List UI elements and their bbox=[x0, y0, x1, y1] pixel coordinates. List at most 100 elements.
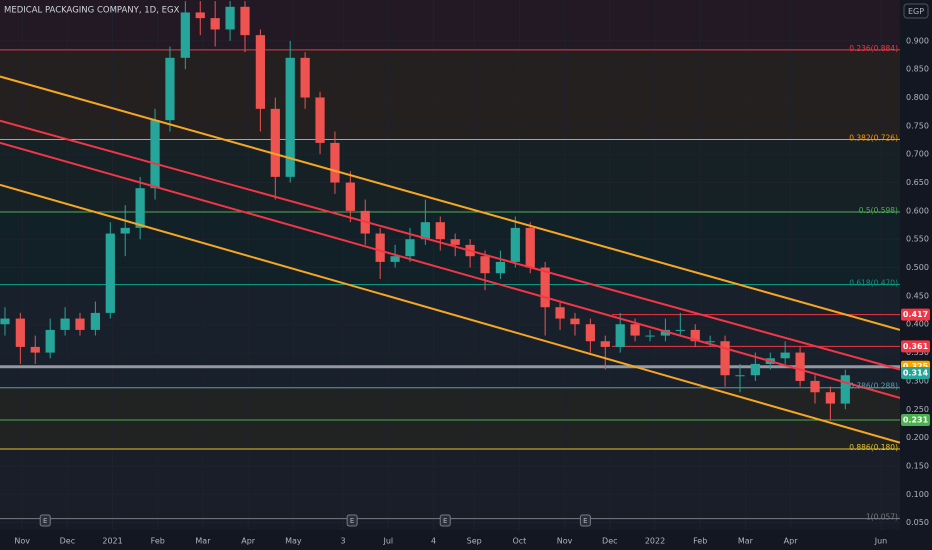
x-tick-label: Sep bbox=[467, 537, 482, 546]
fib-label: 0.886(0.180) bbox=[849, 443, 898, 452]
price-axis-bg bbox=[900, 0, 932, 550]
y-tick-label: 0.100 bbox=[906, 490, 929, 499]
y-tick-label: 0.350 bbox=[906, 348, 929, 357]
price-badge bbox=[901, 308, 930, 321]
y-tick-label: 0.900 bbox=[906, 36, 929, 45]
y-tick-label: 0.300 bbox=[906, 376, 929, 385]
candle-body bbox=[525, 227, 535, 268]
candle-body bbox=[195, 12, 205, 19]
candle-body bbox=[600, 341, 610, 347]
candles bbox=[0, 1, 850, 421]
candle-body bbox=[165, 57, 175, 121]
trendline bbox=[0, 141, 900, 399]
fib-band bbox=[0, 49, 900, 140]
candle-body bbox=[0, 318, 10, 325]
axes: 0.050 0.100 0.150 0.200 0.250 0.300 0.350 0.400… bbox=[14, 36, 930, 546]
fib-label: 1(0.057) bbox=[866, 513, 898, 522]
x-tick-label: Oct bbox=[512, 537, 526, 546]
y-tick-label: 0.550 bbox=[906, 235, 929, 244]
candle-body bbox=[180, 12, 190, 58]
candle-body bbox=[255, 35, 265, 109]
x-tick-label: Dec bbox=[60, 537, 75, 546]
price-badge-label: 0.231 bbox=[903, 416, 929, 425]
trendline bbox=[0, 119, 900, 371]
candle-body bbox=[705, 341, 715, 343]
price-badge-label: 0.417 bbox=[903, 310, 928, 319]
candle-body bbox=[225, 6, 235, 30]
fib-label: 0.382(0.726) bbox=[849, 133, 898, 142]
candle-body bbox=[330, 142, 340, 183]
trendline bbox=[0, 183, 900, 444]
candle-body bbox=[60, 318, 70, 330]
candle-body bbox=[735, 375, 745, 377]
candle-body bbox=[270, 108, 280, 177]
price-badge bbox=[901, 414, 930, 427]
candle-body bbox=[630, 324, 640, 336]
candle-body bbox=[120, 227, 130, 234]
candle-body bbox=[315, 97, 325, 143]
candle-body bbox=[780, 352, 790, 359]
candle-body bbox=[75, 318, 85, 330]
earnings-label: E bbox=[350, 517, 354, 525]
earnings-label: E bbox=[443, 517, 447, 525]
candle-body bbox=[675, 329, 685, 331]
y-tick-label: 0.800 bbox=[906, 93, 929, 102]
trendline bbox=[0, 75, 900, 331]
x-tick-label: Dec bbox=[602, 537, 617, 546]
candle-body bbox=[300, 57, 310, 98]
y-tick-label: 0.500 bbox=[906, 263, 929, 272]
candle-body bbox=[375, 233, 385, 262]
candle-body bbox=[405, 239, 415, 257]
candle-body bbox=[840, 375, 850, 404]
fib-band bbox=[0, 0, 900, 50]
candle-body bbox=[585, 324, 595, 342]
candle-body bbox=[495, 261, 506, 274]
y-tick-label: 0.850 bbox=[906, 65, 929, 74]
candle-body bbox=[435, 222, 445, 240]
x-tick-label: Jun bbox=[874, 537, 888, 546]
fib-label: 0.786(0.288) bbox=[849, 382, 898, 391]
fib-label: 0.618(0.470) bbox=[849, 279, 898, 288]
fib-band bbox=[0, 387, 900, 449]
y-tick-label: 0.450 bbox=[906, 291, 929, 300]
earnings-marker bbox=[439, 514, 451, 527]
earnings-marker bbox=[579, 514, 591, 527]
trendlines bbox=[0, 75, 900, 444]
currency-box[interactable] bbox=[903, 3, 929, 19]
y-tick-label: 0.400 bbox=[906, 320, 929, 329]
earnings-label: E bbox=[43, 517, 47, 525]
currency[interactable]: EGP bbox=[908, 7, 924, 16]
x-tick-label: 3 bbox=[341, 537, 346, 546]
fib-band bbox=[0, 212, 900, 285]
x-tick-label: Mar bbox=[195, 537, 211, 546]
y-tick-label: 0.650 bbox=[906, 178, 929, 187]
x-tick-label: 4 bbox=[431, 537, 436, 546]
y-tick-label: 0.600 bbox=[906, 206, 929, 215]
y-tick-label: 0.150 bbox=[906, 461, 929, 470]
candle-body bbox=[240, 6, 250, 36]
price-badge-label: 0.314 bbox=[903, 368, 929, 377]
price-badge-label: 0.325 bbox=[903, 362, 929, 371]
candle-body bbox=[510, 227, 520, 262]
x-tick-label: Nov bbox=[557, 537, 573, 546]
candle-body bbox=[210, 18, 220, 30]
x-tick-label: 2022 bbox=[645, 537, 665, 546]
candle-body bbox=[105, 233, 115, 313]
x-tick-label: Apr bbox=[784, 537, 799, 546]
x-tick-label: May bbox=[285, 537, 302, 546]
candle-body bbox=[450, 239, 460, 245]
fib-bands bbox=[0, 0, 900, 449]
candle-body bbox=[285, 57, 295, 177]
fib-band bbox=[0, 139, 900, 212]
price-badge bbox=[901, 366, 930, 379]
candle-body bbox=[15, 318, 25, 347]
candle-body bbox=[345, 182, 355, 211]
candle-body bbox=[660, 329, 671, 336]
candle-body bbox=[615, 324, 625, 347]
x-tick-label: Feb bbox=[693, 537, 707, 546]
candle-body bbox=[540, 267, 550, 308]
y-tick-label: 0.250 bbox=[906, 405, 929, 414]
x-tick-label: 2021 bbox=[102, 537, 122, 546]
candle-body bbox=[810, 380, 820, 393]
